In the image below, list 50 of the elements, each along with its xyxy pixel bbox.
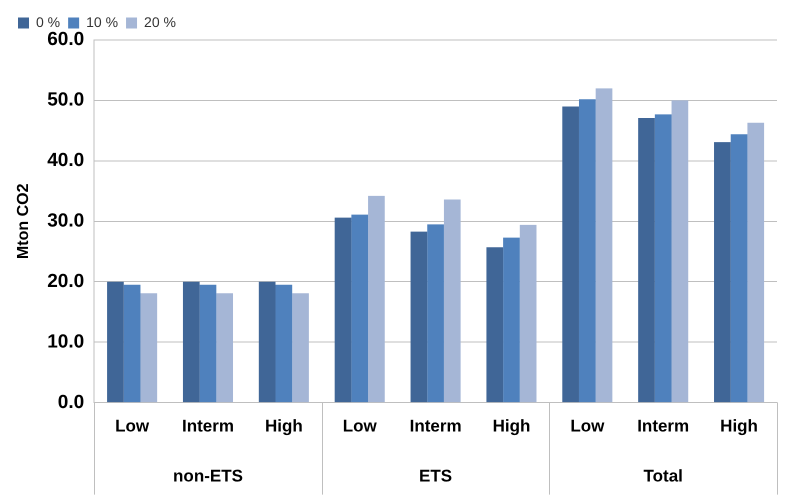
y-tick-label: 40.0 (47, 150, 84, 172)
bar (596, 88, 612, 402)
bar (578, 99, 596, 402)
bar (107, 282, 124, 402)
y-tick-label: 20.0 (47, 270, 84, 292)
legend-label: 10 % (86, 14, 118, 30)
text: non-ETS (173, 466, 243, 486)
bar (368, 196, 385, 402)
x-tick-label: Low (115, 416, 150, 436)
y-tick-label: 0.0 (58, 392, 84, 413)
bar (730, 134, 748, 402)
x-tick-label: Interm (410, 416, 462, 436)
bar (486, 247, 504, 402)
x-tick-label: Low (342, 416, 378, 436)
legend-label: 20 % (144, 14, 176, 30)
bar (503, 238, 520, 402)
bar (200, 284, 216, 402)
x-tick-label: High (720, 416, 758, 436)
bar (747, 122, 764, 402)
bar (276, 284, 292, 402)
x-tick-label: Interm (637, 416, 690, 436)
bar (562, 106, 579, 402)
text: ETS (419, 466, 452, 486)
y-tick-label: 50.0 (47, 90, 84, 111)
bar (672, 100, 688, 402)
y-tick-label: 10.0 (47, 331, 84, 352)
bar (520, 224, 536, 402)
bar (444, 200, 461, 402)
bar (124, 284, 140, 402)
y-tick-label: 30.0 (47, 210, 84, 232)
x-tick-label: Interm (182, 416, 234, 436)
bar (140, 293, 158, 402)
bar (410, 232, 428, 402)
y-tick-label: 60.0 (47, 29, 84, 50)
y-axis-title: Mton CO2 (15, 183, 32, 260)
bar (638, 118, 655, 402)
bar (427, 224, 444, 402)
x-tick-label: Low (570, 416, 606, 436)
bar (351, 214, 368, 402)
bar (654, 114, 672, 402)
bar (292, 293, 309, 402)
x-tick-label: High (492, 416, 530, 436)
bar (714, 142, 731, 402)
text: Total (644, 466, 683, 486)
legend-label: 0 % (36, 14, 60, 30)
bar (216, 293, 234, 402)
bar (258, 282, 276, 402)
bar (182, 282, 200, 402)
bar (334, 218, 352, 402)
x-tick-label: High (264, 416, 303, 436)
